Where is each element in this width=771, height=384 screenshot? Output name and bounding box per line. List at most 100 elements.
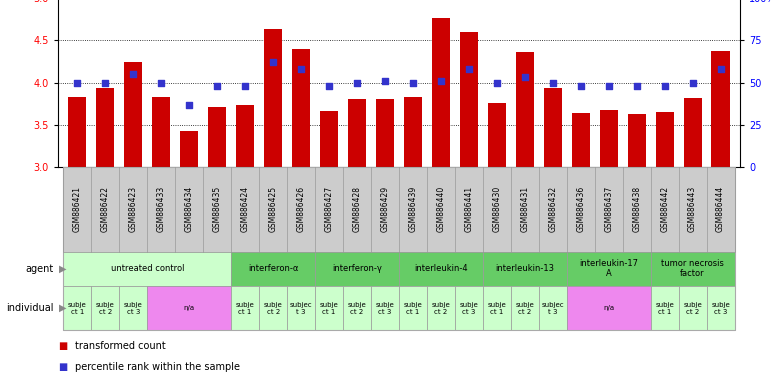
Text: GSM886427: GSM886427 [325,186,334,232]
Bar [292,49,310,167]
Bar [460,32,478,167]
Text: interferon-γ: interferon-γ [332,264,382,273]
Text: GSM886442: GSM886442 [660,186,669,232]
Text: subje
ct 1: subje ct 1 [487,302,507,314]
Text: subje
ct 1: subje ct 1 [236,302,254,314]
Point [295,66,308,72]
Bar [712,51,729,167]
Bar [124,62,143,167]
Point [267,59,279,65]
Point [183,101,195,108]
Bar [655,112,674,167]
Point [99,79,112,86]
Text: tumor necrosis
factor: tumor necrosis factor [662,259,724,278]
Text: GSM886429: GSM886429 [381,186,389,232]
Text: GSM886422: GSM886422 [101,186,109,232]
Point [379,78,391,84]
Point [519,74,531,81]
Text: subje
ct 2: subje ct 2 [683,302,702,314]
Bar [69,97,86,167]
Bar [571,113,590,167]
Text: GSM886425: GSM886425 [268,186,278,232]
Text: ▶: ▶ [59,264,66,274]
Text: subje
ct 2: subje ct 2 [432,302,450,314]
Text: GSM886438: GSM886438 [632,186,641,232]
Text: interleukin-17
A: interleukin-17 A [579,259,638,278]
Text: ▶: ▶ [59,303,66,313]
Text: percentile rank within the sample: percentile rank within the sample [75,362,240,372]
Text: GSM886428: GSM886428 [352,186,362,232]
Point [127,71,140,77]
Point [239,83,251,89]
Text: interleukin-13: interleukin-13 [495,264,554,273]
Text: agent: agent [25,264,54,274]
Text: GSM886437: GSM886437 [604,186,613,232]
Text: GSM886424: GSM886424 [241,186,250,232]
Text: n/a: n/a [183,305,195,311]
Text: subje
ct 3: subje ct 3 [711,302,730,314]
Text: subje
ct 3: subje ct 3 [375,302,395,314]
Text: GSM886444: GSM886444 [716,186,725,232]
Text: subje
ct 2: subje ct 2 [348,302,366,314]
Text: subje
ct 2: subje ct 2 [264,302,282,314]
Point [490,79,503,86]
Text: GSM886440: GSM886440 [436,186,446,232]
Bar [488,103,506,167]
Bar [320,111,338,167]
Bar [236,105,254,167]
Text: GSM886421: GSM886421 [73,186,82,232]
Bar [544,88,562,167]
Text: subje
ct 2: subje ct 2 [516,302,534,314]
Bar [208,107,227,167]
Text: subje
ct 2: subje ct 2 [96,302,115,314]
Bar [684,98,702,167]
Text: GSM886432: GSM886432 [548,186,557,232]
Text: GSM886435: GSM886435 [213,186,222,232]
Point [211,83,224,89]
Text: untreated control: untreated control [110,264,184,273]
Point [155,79,167,86]
Point [631,83,643,89]
Bar [376,99,394,167]
Point [351,79,363,86]
Point [323,83,335,89]
Point [658,83,671,89]
Bar [96,88,114,167]
Point [71,79,83,86]
Text: subje
ct 1: subje ct 1 [655,302,674,314]
Text: n/a: n/a [603,305,614,311]
Text: GSM886423: GSM886423 [129,186,138,232]
Text: transformed count: transformed count [75,341,166,351]
Text: ■: ■ [58,362,67,372]
Text: GSM886443: GSM886443 [689,186,697,232]
Point [407,79,419,86]
Bar [264,29,282,167]
Text: subje
ct 3: subje ct 3 [124,302,143,314]
Text: subje
ct 1: subje ct 1 [320,302,338,314]
Text: GSM886431: GSM886431 [520,186,530,232]
Point [686,79,699,86]
Text: interleukin-4: interleukin-4 [414,264,468,273]
Text: GSM886430: GSM886430 [493,186,501,232]
Point [463,66,475,72]
Point [435,78,447,84]
Bar [516,52,534,167]
Text: GSM886436: GSM886436 [576,186,585,232]
Bar [152,97,170,167]
Text: ■: ■ [58,341,67,351]
Text: subje
ct 1: subje ct 1 [403,302,423,314]
Point [715,66,727,72]
Point [603,83,615,89]
Point [547,79,559,86]
Text: GSM886434: GSM886434 [185,186,194,232]
Bar [600,109,618,167]
Bar [180,131,198,167]
Bar [432,18,450,167]
Bar [404,97,422,167]
Text: GSM886426: GSM886426 [297,186,305,232]
Text: subje
ct 3: subje ct 3 [460,302,478,314]
Point [574,83,587,89]
Text: GSM886441: GSM886441 [464,186,473,232]
Bar [628,114,646,167]
Text: subjec
t 3: subjec t 3 [290,302,312,314]
